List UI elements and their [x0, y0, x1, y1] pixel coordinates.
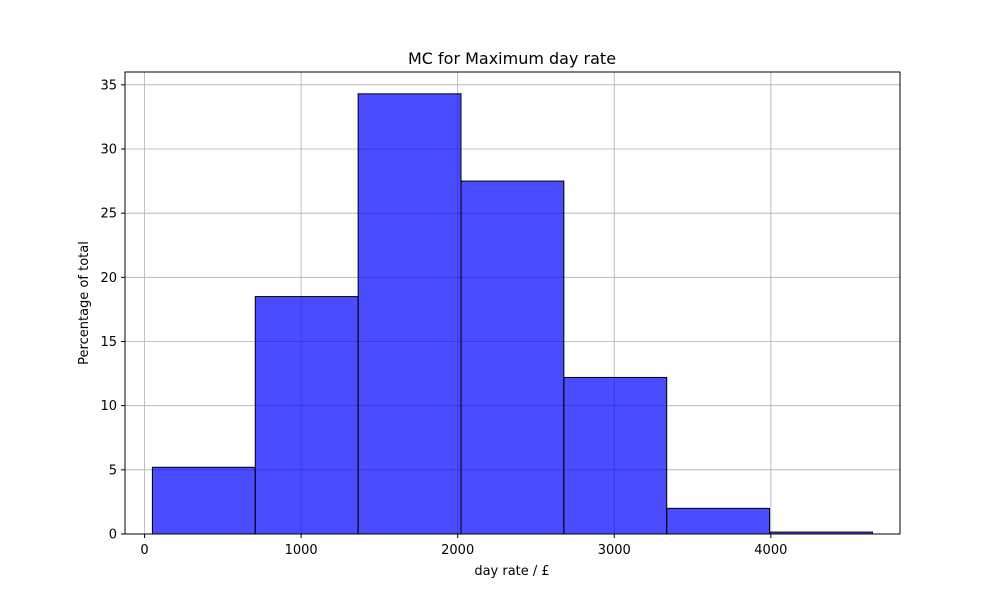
y-axis-ticks: 0 5 10 15 20 25 30 35 [100, 78, 125, 543]
histogram-bar [357, 93, 462, 535]
plot-frame [124, 71, 901, 535]
y-tick-label: 30 [100, 143, 117, 158]
histogram-bar [151, 466, 256, 535]
histogram-bar [666, 507, 771, 535]
histogram-bars [151, 93, 873, 535]
x-axis-label: day rate / £ [474, 564, 549, 579]
y-tick-label: 25 [100, 207, 117, 222]
x-tick-label: 3000 [598, 543, 631, 558]
x-axis-ticks: 0 1000 2000 3000 4000 [140, 534, 787, 558]
y-axis-label: Percentage of total [77, 241, 92, 365]
y-tick-label: 0 [109, 528, 117, 543]
histogram-bar [460, 180, 565, 535]
histogram-bar [254, 296, 359, 535]
x-tick-label: 0 [140, 543, 148, 558]
y-tick-label: 5 [109, 463, 117, 478]
histogram-bar [563, 376, 668, 535]
y-tick-label: 10 [100, 399, 117, 414]
x-tick-label: 2000 [441, 543, 474, 558]
x-tick-label: 4000 [754, 543, 787, 558]
chart-title: MC for Maximum day rate [408, 49, 616, 68]
x-tick-label: 1000 [285, 543, 318, 558]
y-tick-label: 20 [100, 271, 117, 286]
y-tick-label: 35 [100, 78, 117, 93]
y-tick-label: 15 [100, 335, 117, 350]
